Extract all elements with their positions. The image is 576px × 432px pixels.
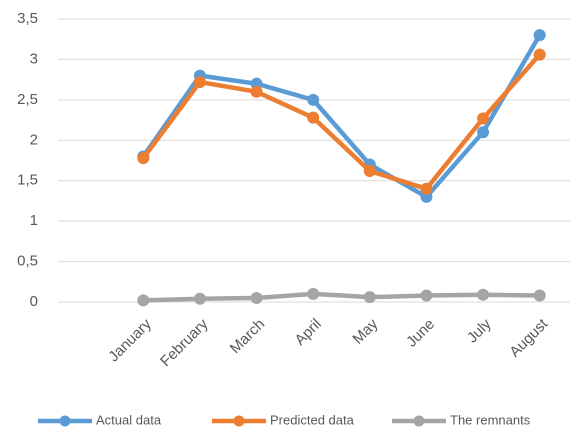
legend-marker [233, 415, 245, 427]
series-line [141, 34, 542, 200]
x-tick-label: March [227, 316, 268, 357]
data-point [307, 93, 320, 106]
x-tick-label: May [349, 315, 381, 347]
data-point [193, 292, 206, 305]
x-tick-label: August [506, 315, 552, 361]
y-tick-label: 2,5 [17, 91, 38, 108]
data-point [250, 85, 263, 98]
x-tick-label: February [157, 315, 212, 370]
series-line [143, 291, 540, 303]
data-point [420, 182, 433, 195]
data-point [477, 126, 490, 139]
y-tick-label: 1,5 [17, 172, 38, 189]
x-tick-label: April [292, 316, 325, 349]
data-point [533, 29, 546, 42]
x-tick-label: January [105, 315, 155, 365]
y-tick-label: 3,5 [17, 10, 38, 27]
data-point [533, 289, 546, 302]
legend-label: The remnants [450, 412, 531, 427]
y-tick-label: 1 [30, 212, 38, 229]
legend-label: Actual data [96, 412, 162, 427]
x-tick-label: July [464, 315, 495, 346]
data-point [137, 294, 150, 307]
series-line [141, 53, 542, 192]
y-tick-label: 2 [30, 131, 38, 148]
data-point [137, 152, 150, 165]
data-point [193, 76, 206, 89]
data-point [533, 48, 546, 61]
data-point [477, 112, 490, 125]
data-point [250, 291, 263, 304]
x-tick-label: June [403, 316, 438, 351]
data-point [363, 291, 376, 304]
y-tick-label: 0 [30, 293, 38, 310]
y-tick-label: 3 [30, 50, 38, 67]
legend: Actual data Predicted data The remnants [38, 412, 531, 427]
legend-marker [59, 415, 71, 427]
legend-label: Predicted data [270, 412, 355, 427]
data-point [307, 287, 320, 300]
data-point [420, 289, 433, 302]
data-point [307, 111, 320, 124]
data-point [477, 288, 490, 301]
legend-marker [413, 415, 425, 427]
data-point [363, 165, 376, 178]
y-tick-label: 0,5 [17, 253, 38, 270]
